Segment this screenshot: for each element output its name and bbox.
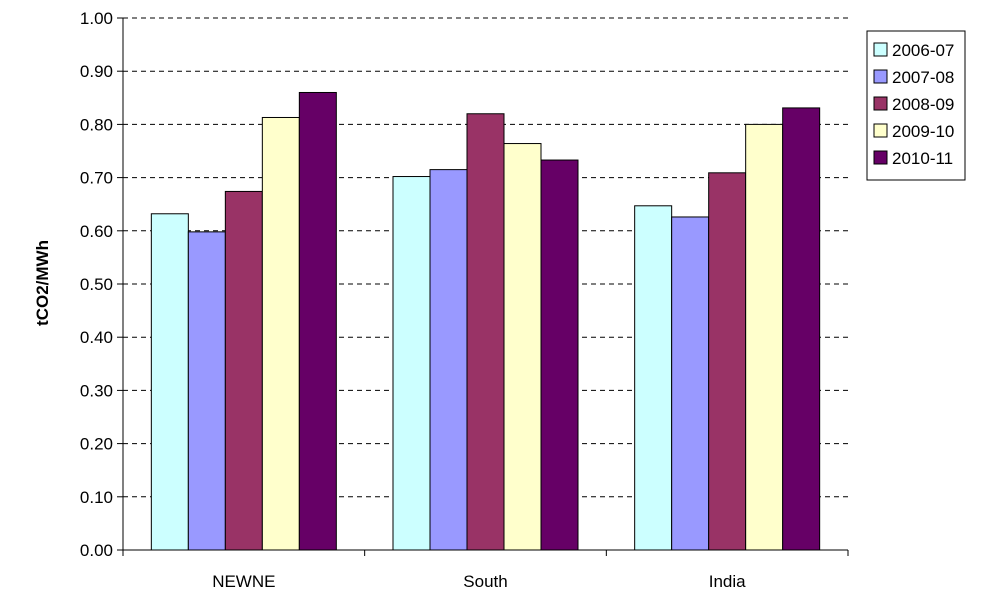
legend-swatch — [873, 42, 888, 57]
y-axis-label: tCO2/MWh — [33, 240, 52, 326]
bar-2007-08-NEWNE — [187, 231, 226, 551]
legend-label: 2006-07 — [892, 41, 954, 60]
y-tick-labels: 0.00 0.10 0.20 0.30 0.40 0.50 0.60 0.70 0.80 0.90… — [80, 9, 113, 560]
y-tick-label: 0.60 — [80, 222, 113, 241]
legend-label: 2007-08 — [892, 68, 954, 87]
x-category-labels: NEWNE South India — [212, 572, 746, 591]
y-tick-label: 1.00 — [80, 9, 113, 28]
bar-2010-11-India — [782, 107, 821, 551]
y-tick-label: 0.40 — [80, 328, 113, 347]
bar-2007-08-India — [671, 216, 710, 551]
legend-label: 2009-10 — [892, 122, 954, 141]
bars — [150, 91, 821, 551]
y-tick-label: 0.80 — [80, 115, 113, 134]
y-tick-label: 0.30 — [80, 381, 113, 400]
bar-2009-10-NEWNE — [261, 116, 300, 551]
x-category-label: India — [709, 572, 746, 591]
x-category-label: NEWNE — [212, 572, 275, 591]
bar-2006-07-India — [634, 205, 673, 551]
legend-swatch — [873, 123, 888, 138]
bar-2009-10-India — [745, 123, 784, 551]
bar-2007-08-South — [429, 169, 468, 551]
y-tick-label: 0.90 — [80, 62, 113, 81]
y-tick-label: 0.00 — [80, 541, 113, 560]
legend-label: 2010-11 — [892, 149, 953, 168]
bar-2008-09-NEWNE — [224, 190, 263, 551]
legend-label: 2008-09 — [892, 95, 954, 114]
bar-2010-11-NEWNE — [298, 91, 337, 551]
bar-2008-09-India — [708, 172, 747, 551]
bar-2010-11-South — [540, 159, 579, 551]
y-tick-label: 0.50 — [80, 275, 113, 294]
legend: 2006-07 2007-08 2008-09 2009-10 2010-11 — [866, 30, 966, 181]
x-category-label: South — [463, 572, 507, 591]
bar-2008-09-South — [466, 113, 505, 551]
legend-swatch — [873, 150, 888, 165]
bar-2009-10-South — [503, 143, 542, 551]
y-tick-label: 0.70 — [80, 169, 113, 188]
y-tick-label: 0.10 — [80, 488, 113, 507]
bar-2006-07-NEWNE — [150, 213, 189, 551]
legend-swatch — [873, 96, 888, 111]
y-tick-label: 0.20 — [80, 435, 113, 454]
bar-2006-07-South — [392, 176, 431, 551]
axes — [117, 17, 849, 556]
legend-swatch — [873, 69, 888, 84]
